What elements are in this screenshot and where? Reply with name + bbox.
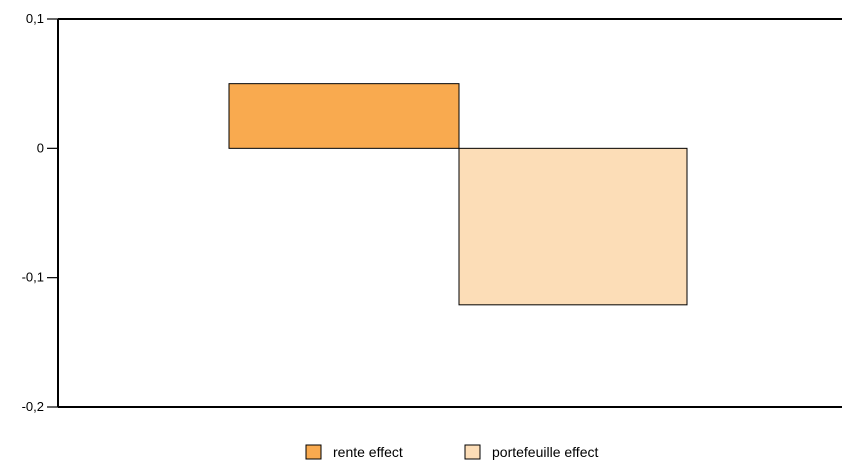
bars bbox=[228, 83, 688, 306]
legend-swatch-portefeuille-effect bbox=[464, 444, 481, 460]
y-tick-label: 0 bbox=[37, 140, 44, 155]
y-tick-label: -0,2 bbox=[22, 399, 44, 414]
y-axis-ticks: 0,1 0 -0,1 -0,2 bbox=[22, 11, 58, 414]
bar-portefeuille-effect bbox=[458, 147, 688, 306]
y-tick-label: 0,1 bbox=[26, 11, 44, 26]
legend-swatch-rente-effect bbox=[305, 444, 322, 460]
axes bbox=[57, 18, 842, 408]
legend: rente effect portefeuille effect bbox=[305, 444, 598, 460]
legend-label-rente-effect: rente effect bbox=[333, 444, 403, 460]
y-tick-label: -0,1 bbox=[22, 270, 44, 285]
bar-rente-effect bbox=[228, 83, 460, 149]
legend-label-portefeuille-effect: portefeuille effect bbox=[492, 444, 598, 460]
